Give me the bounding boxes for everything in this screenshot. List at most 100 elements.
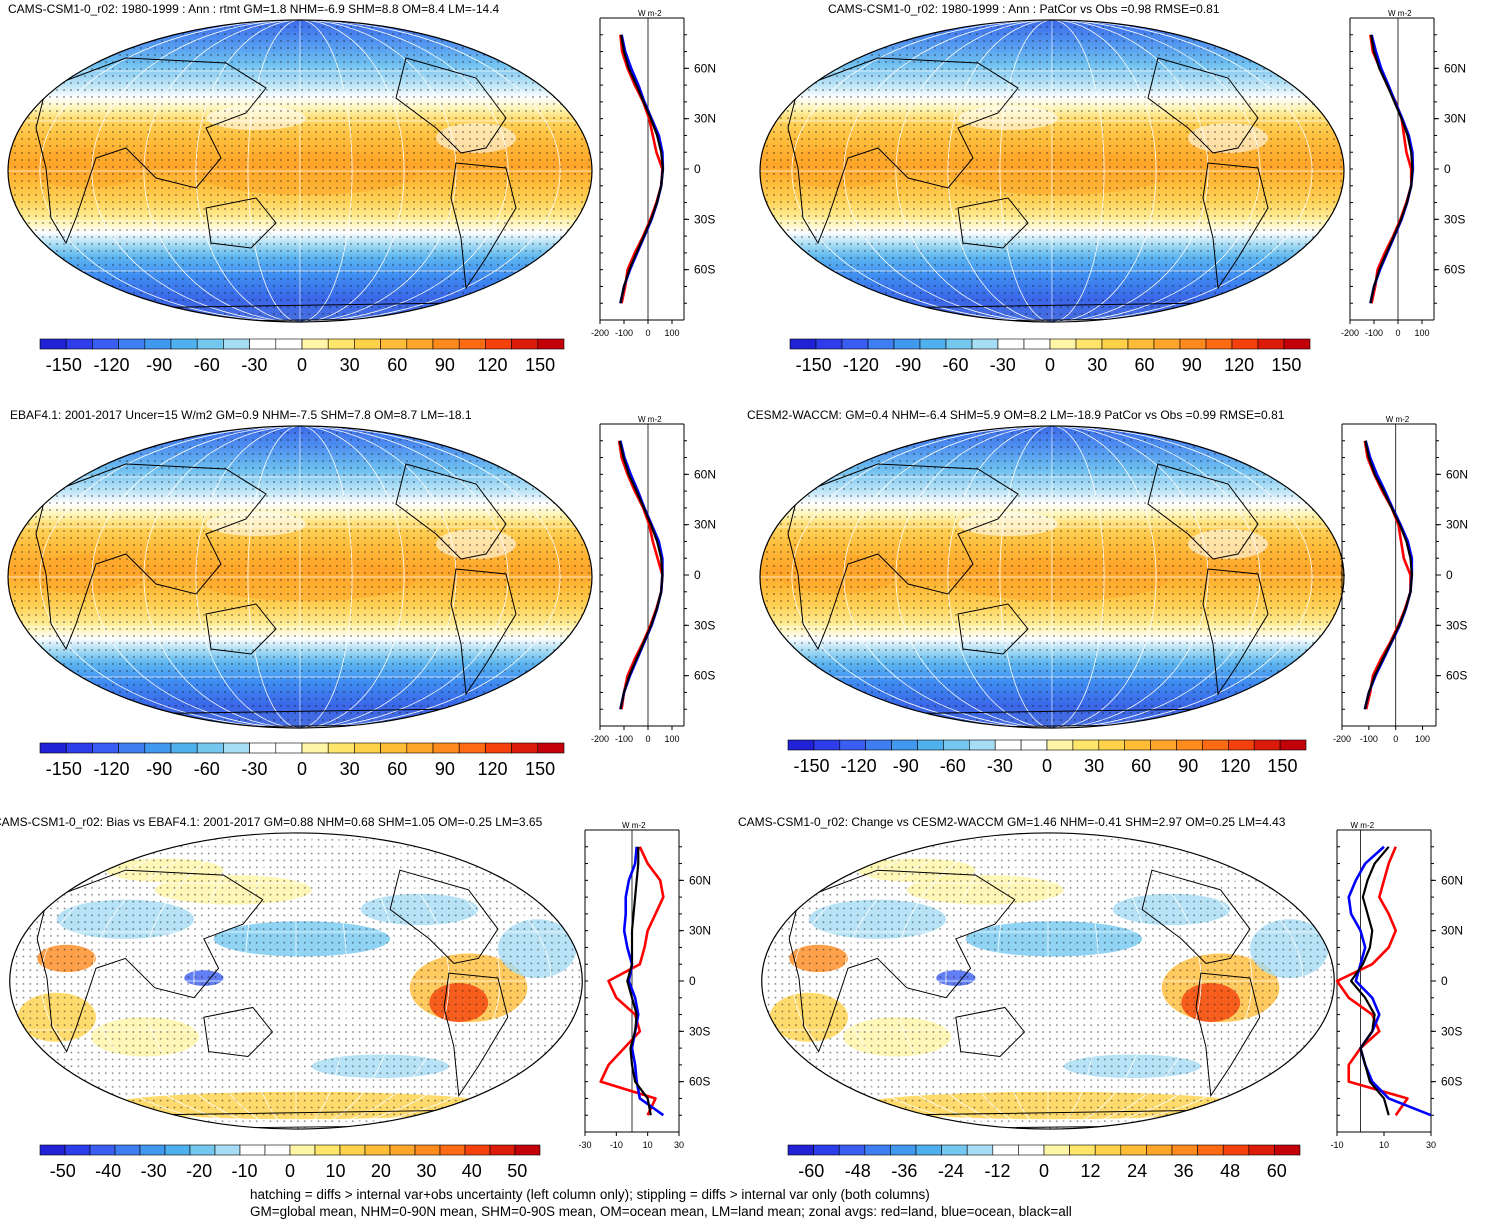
panel-3-colorbar-label: -150 [46,759,82,779]
panel-4-colorbar-label: -150 [794,756,830,776]
panel-2-colorbar-label: 30 [1087,355,1107,375]
panel-5-colorbar-box [390,1145,415,1155]
panel-5-colorbar-box [140,1145,165,1155]
panel-6-x-tick: 10 [1379,1140,1389,1150]
panel-3-colorbar-label: -60 [194,759,220,779]
panel-1-colorbar-box [381,339,407,349]
panel-4-colorbar-box [892,740,918,750]
panel-3-colorbar-label: -120 [93,759,129,779]
panel-5-series-all [627,847,651,1115]
panel-2-lat-tick: 0 [1444,162,1451,176]
panel-4-colorbar-box [969,740,995,750]
panel-2-lat-tick: 60N [1444,61,1466,75]
panel-6-colorbar-box [1223,1145,1249,1155]
panel-5-colorbar-label: 20 [371,1161,391,1181]
panel-5-colorbar-box [490,1145,515,1155]
panel-3-lat-tick: 30N [694,518,716,532]
panel-6-colorbar-label: -60 [798,1161,824,1181]
panel-6-colorbar-label: 60 [1267,1161,1287,1181]
panel-3-series-land [619,441,662,709]
panel-2-series-land [1370,35,1411,303]
panel-4-map [758,424,1346,730]
panel-2-colorbar-label: 90 [1182,355,1202,375]
panel-5-colorbar-label: -30 [141,1161,167,1181]
panel-2-colorbar-box [894,339,920,349]
panel-4-x-tick: -200 [1333,734,1351,744]
panel-1-colorbar-label: -90 [146,355,172,375]
panel-6-lat-tick: 30S [1441,1024,1462,1038]
panel-3-colorbar-box [512,743,538,753]
panel-1-colorbar-label: 120 [478,355,508,375]
panel-3-series-ocean [620,441,662,709]
panel-3-lat-tick: 60S [694,669,715,683]
panel-4-colorbar-box [866,740,892,750]
panel-6-colorbar-box [788,1145,814,1155]
panel-6-colorbar-label: -12 [984,1161,1010,1181]
panel-6-x-tick: -10 [1330,1140,1343,1150]
panel-4-colorbar-label: 90 [1178,756,1198,776]
panel-4-units: W m-2 [1386,415,1410,424]
panel-3-lat-tick: 30S [694,618,715,632]
panel-1-x-tick: 0 [645,328,650,338]
panel-3-map [6,424,594,730]
panel-5-colorbar-box [465,1145,490,1155]
panel-4-colorbar-box [1280,740,1306,750]
panel-2-colorbar-box [1258,339,1284,349]
panel-2-colorbar-label: 0 [1045,355,1055,375]
panel-2-units: W m-2 [1388,9,1412,18]
panel-4-colorbar-box [1021,740,1047,750]
panel-6-title: CAMS-CSM1-0_r02: Change vs CESM2-WACCM G… [738,815,1285,829]
panel-5-colorbar-label: 30 [416,1161,436,1181]
panel-3-x-tick: 0 [645,734,650,744]
panel-5-colorbar-box [315,1145,340,1155]
panel-4-colorbar-label: 120 [1220,756,1250,776]
panel-4-series-all [1365,441,1412,709]
panel-6-colorbar-box [1172,1145,1198,1155]
panel-6-colorbar-label: -24 [938,1161,964,1181]
panel-3-colorbar-box [197,743,223,753]
panel-6-colorbar-label: 24 [1127,1161,1147,1181]
panel-6-colorbar-label: 12 [1081,1161,1101,1181]
panel-1-colorbar-box [328,339,354,349]
panel-3-colorbar-box [66,743,92,753]
panel-4-colorbar-label: -30 [987,756,1013,776]
panel-5-colorbar-label: 10 [325,1161,345,1181]
panel-4-colorbar-label: -120 [841,756,877,776]
panel-2-colorbar-box [1180,339,1206,349]
panel-5-colorbar-box [365,1145,390,1155]
panel-5-colorbar-label: 50 [507,1161,527,1181]
panel-1-colorbar-box [66,339,92,349]
panel-4-series-ocean [1365,441,1412,709]
panel-1-colorbar-label: 0 [297,355,307,375]
panel-2-colorbar-label: -90 [895,355,921,375]
panel-5-lat-tick: 30S [689,1024,710,1038]
panel-5-colorbar-box [90,1145,115,1155]
panel-3-colorbar-label: 60 [387,759,407,779]
panel-6-colorbar-box [942,1145,968,1155]
panel-5-colorbar-box [115,1145,140,1155]
panel-2-colorbar-label: 120 [1224,355,1254,375]
panel-5-x-tick: -10 [610,1140,623,1150]
panel-1-colorbar-label: 30 [340,355,360,375]
panel-6-colorbar-box [865,1145,891,1155]
panel-6-colorbar-box [1018,1145,1044,1155]
panel-3-colorbar-box [433,743,459,753]
panel-5-colorbar-box [515,1145,540,1155]
panel-3-lat-tick: 60N [694,467,716,481]
panel-1-colorbar-box [40,339,66,349]
panel-3-colorbar-label: 150 [525,759,555,779]
panel-1-lat-tick: 30N [694,112,716,126]
panel-4-colorbar-box [995,740,1021,750]
panel-3-colorbar-label: -90 [146,759,172,779]
panel-1-colorbar-box [276,339,302,349]
panel-5-colorbar-label: -20 [186,1161,212,1181]
